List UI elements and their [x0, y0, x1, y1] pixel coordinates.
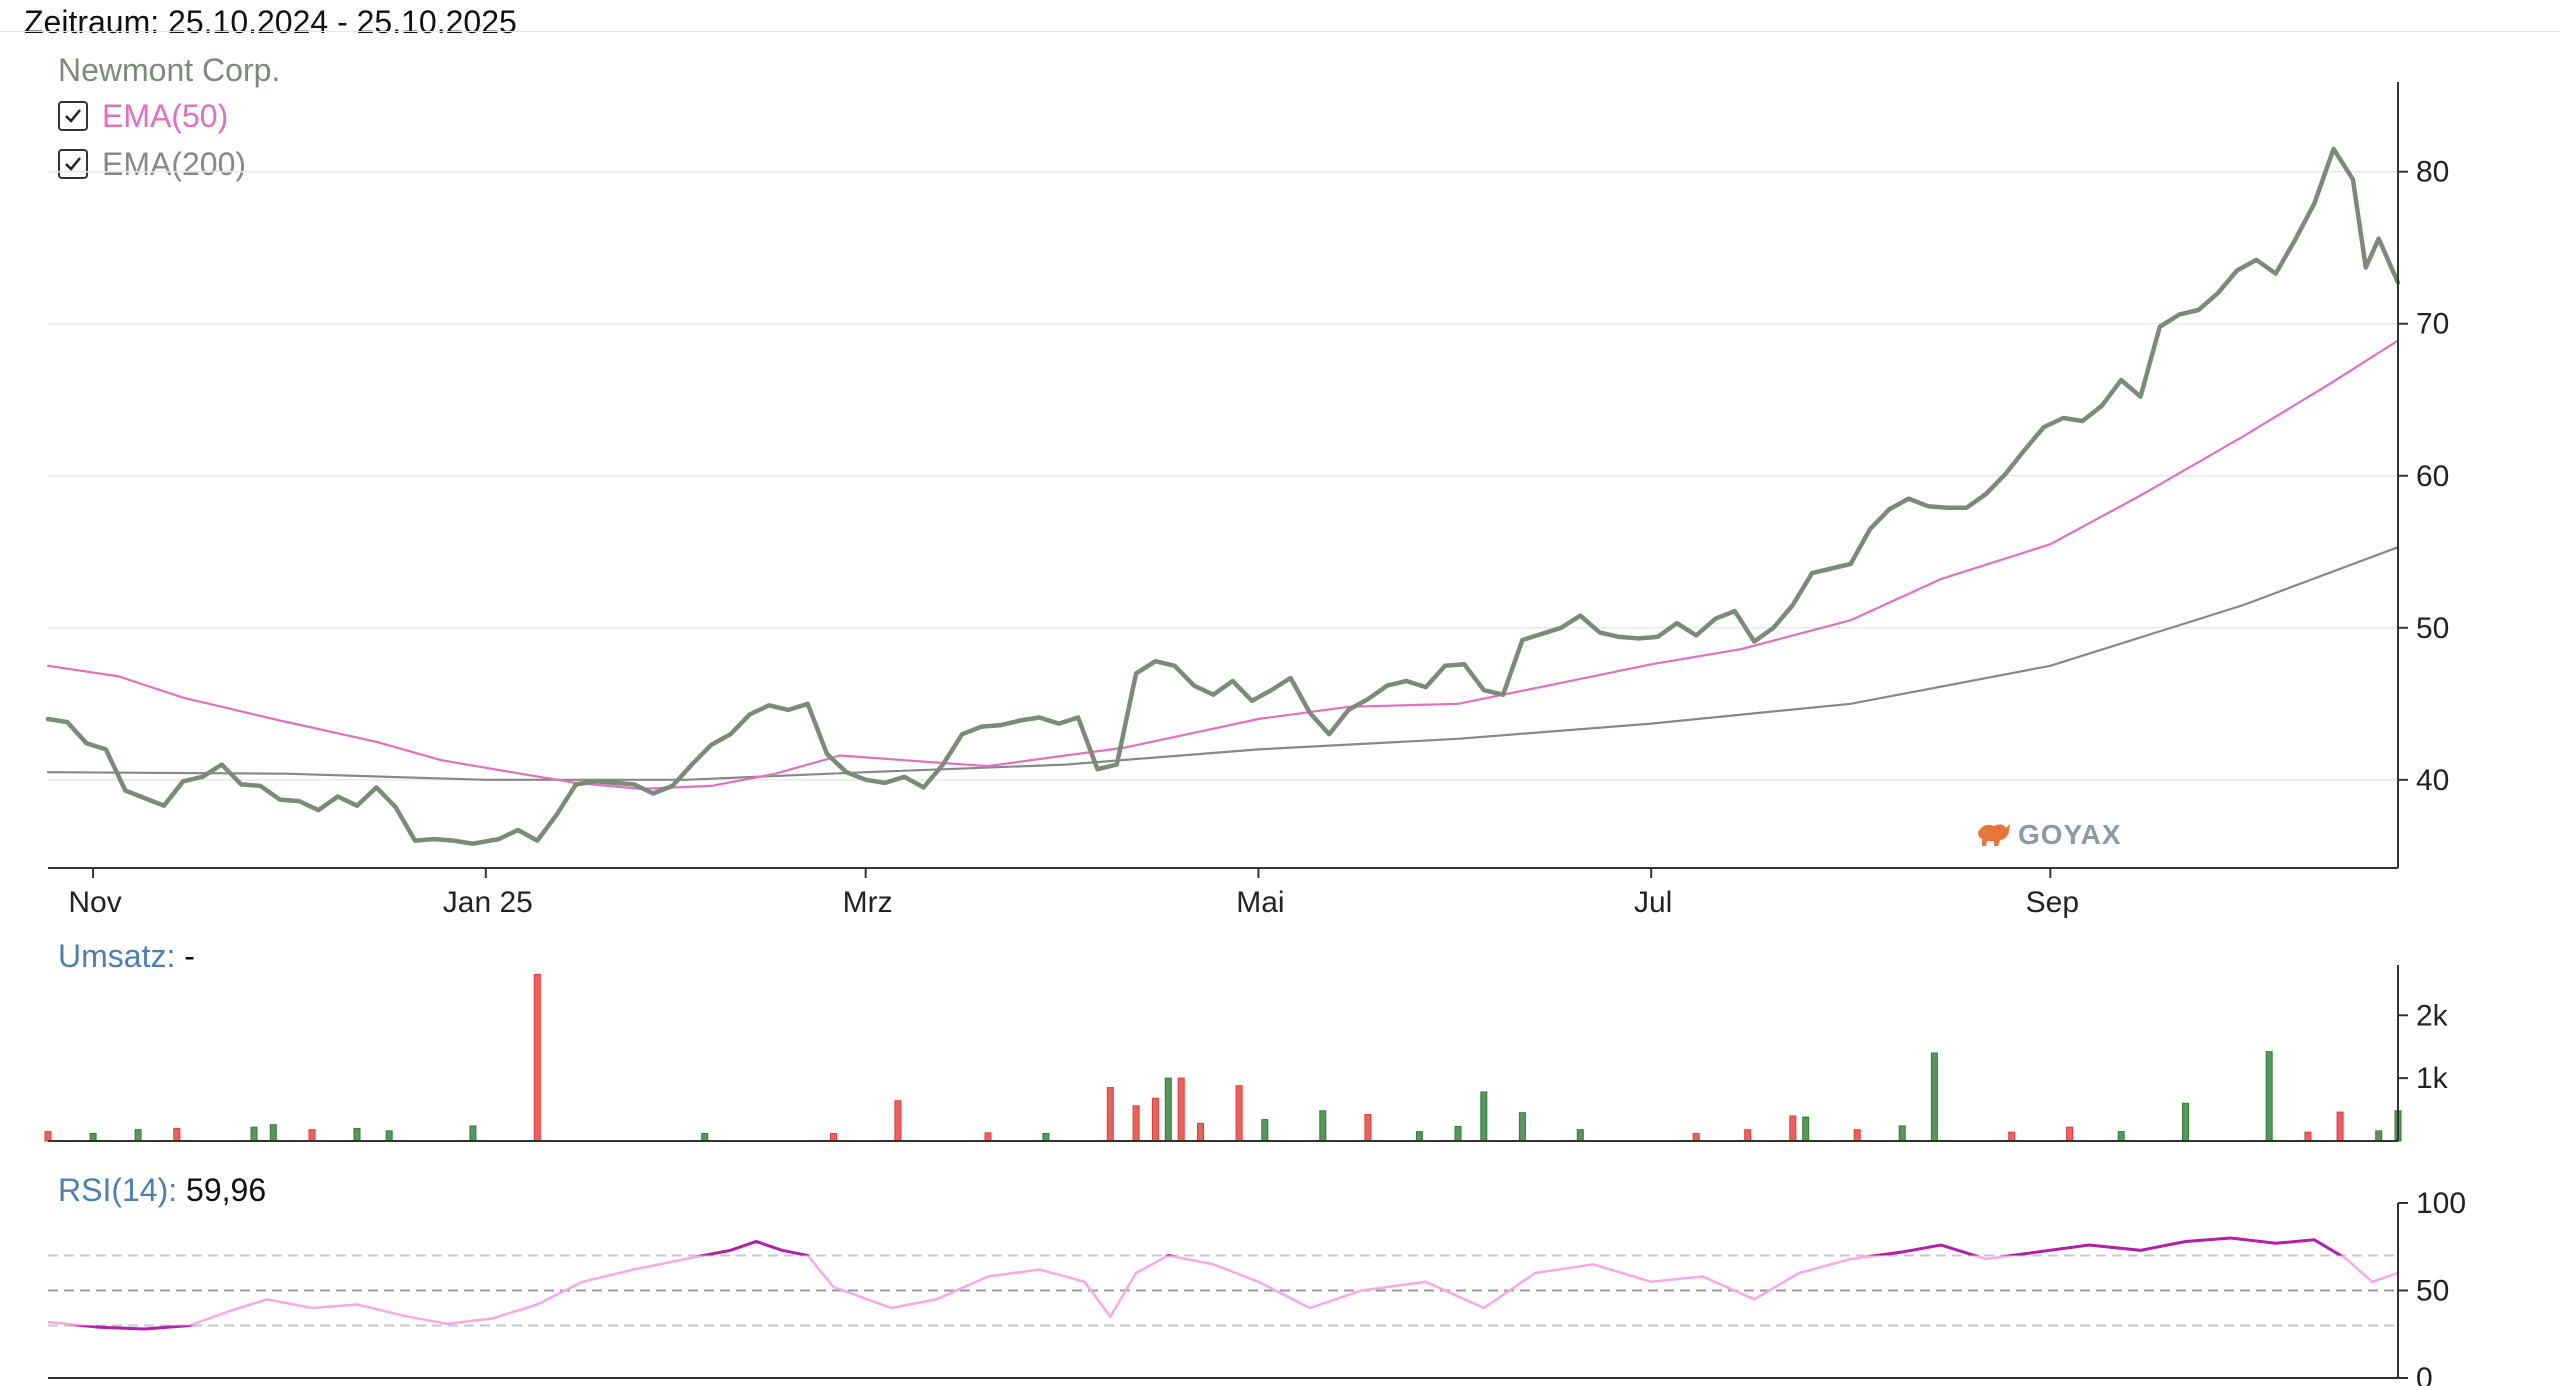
volume-bar: [533, 973, 541, 1142]
volume-bar: [1415, 1131, 1423, 1142]
x-tick-label: Mai: [1236, 886, 1284, 919]
price-y-tick-label: 70: [2416, 308, 2449, 341]
x-tick-label: Nov: [68, 886, 121, 919]
volume-bar: [1802, 1116, 1810, 1142]
x-tick-label: Mrz: [843, 886, 893, 919]
rsi-y-tick-label: 0: [2416, 1362, 2433, 1386]
volume-bar: [2336, 1111, 2344, 1142]
volume-bar: [1744, 1129, 1752, 1142]
goyax-watermark: GOYAX: [1978, 819, 2122, 850]
volume-label: Umsatz: -: [58, 938, 195, 975]
volume-y-tick-label: 1k: [2416, 1062, 2449, 1095]
volume-bar: [2066, 1126, 2074, 1142]
volume-bar: [2182, 1102, 2189, 1142]
rsi-panel: 0 50 100: [47, 1187, 2466, 1386]
volume-bar: [1853, 1129, 1861, 1142]
volume-bar: [2375, 1130, 2383, 1142]
volume-bar: [1898, 1125, 1906, 1142]
price-y-tick-label: 80: [2416, 156, 2449, 189]
volume-bar: [1261, 1119, 1269, 1142]
x-tick-label: Jan 25: [443, 886, 533, 919]
price-grid: [48, 170, 2398, 781]
legend-ema50[interactable]: EMA(50): [102, 98, 229, 134]
volume-bar: [984, 1132, 992, 1142]
volume-bar: [1235, 1085, 1243, 1142]
volume-bar: [1692, 1133, 1700, 1142]
ema50-line: [46, 339, 2400, 790]
volume-bar: [1042, 1133, 1050, 1142]
volume-bar: [269, 1124, 277, 1142]
volume-bar: [1319, 1110, 1327, 1142]
price-series-group: [45, 146, 2401, 846]
checkmark-icon: [65, 157, 81, 171]
volume-bar: [2265, 1051, 2273, 1142]
x-tick-label: Sep: [2026, 886, 2079, 919]
ema200-line: [46, 546, 2400, 781]
rsi-label: RSI(14): 59,96: [58, 1172, 266, 1209]
volume-bar: [250, 1126, 258, 1142]
volume-bar: [830, 1133, 837, 1142]
volume-value: -: [184, 938, 195, 974]
price-axes: 40 50 60 70 80 Nov Jan 25 Mrz Mai Jul Sep: [48, 82, 2449, 919]
volume-bar: [2117, 1131, 2125, 1142]
rsi-value: 59,96: [186, 1172, 267, 1208]
volume-bar: [1197, 1122, 1204, 1142]
watermark-text: GOYAX: [2018, 819, 2122, 850]
volume-bar: [1164, 1077, 1172, 1142]
volume-bar: [134, 1129, 142, 1142]
volume-bar: [1106, 1087, 1114, 1142]
volume-panel: 1k 2k: [44, 965, 2449, 1142]
rsi-y-tick-label: 50: [2416, 1275, 2449, 1308]
ema200-checkbox[interactable]: [58, 149, 88, 179]
bull-icon: [1978, 824, 2010, 846]
rsi-y-tick-label: 100: [2416, 1187, 2466, 1220]
volume-bar: [701, 1133, 709, 1142]
title-divider: [0, 31, 2560, 32]
volume-y-tick-label: 2k: [2416, 999, 2449, 1032]
volume-bar: [89, 1133, 97, 1142]
price-y-tick-label: 60: [2416, 460, 2449, 493]
volume-label-text: Umsatz:: [58, 938, 176, 974]
volume-bar: [44, 1131, 52, 1142]
x-tick-label: Jul: [1634, 886, 1672, 919]
volume-bar: [1364, 1114, 1372, 1142]
volume-bar: [1132, 1105, 1140, 1142]
volume-bar: [894, 1100, 902, 1142]
volume-bar: [1151, 1097, 1159, 1142]
legend-company: Newmont Corp.: [58, 52, 281, 88]
volume-bar: [1177, 1077, 1185, 1142]
volume-bar: [1480, 1091, 1488, 1142]
price-y-tick-label: 40: [2416, 764, 2449, 797]
volume-bar: [353, 1127, 361, 1142]
legend-ema200[interactable]: EMA(200): [102, 146, 247, 182]
volume-bar: [2304, 1131, 2312, 1142]
volume-bar: [308, 1129, 316, 1142]
price-line: [45, 146, 2401, 846]
price-y-tick-label: 50: [2416, 612, 2449, 645]
ema50-checkbox[interactable]: [58, 101, 88, 131]
rsi-label-text: RSI(14):: [58, 1172, 178, 1208]
volume-bar: [1518, 1112, 1526, 1142]
volume-bar: [173, 1127, 181, 1142]
volume-bar: [385, 1130, 393, 1142]
checkmark-icon: [65, 109, 81, 123]
volume-bar: [1930, 1052, 1938, 1142]
volume-bar: [1454, 1126, 1462, 1142]
rsi-overbought-segment: [695, 1236, 2344, 1256]
volume-bar: [1789, 1115, 1797, 1142]
volume-bar: [2008, 1131, 2016, 1142]
volume-bar: [469, 1125, 477, 1142]
volume-bar: [1576, 1129, 1584, 1142]
period-title: Zeitraum: 25.10.2024 - 25.10.2025: [24, 4, 517, 40]
